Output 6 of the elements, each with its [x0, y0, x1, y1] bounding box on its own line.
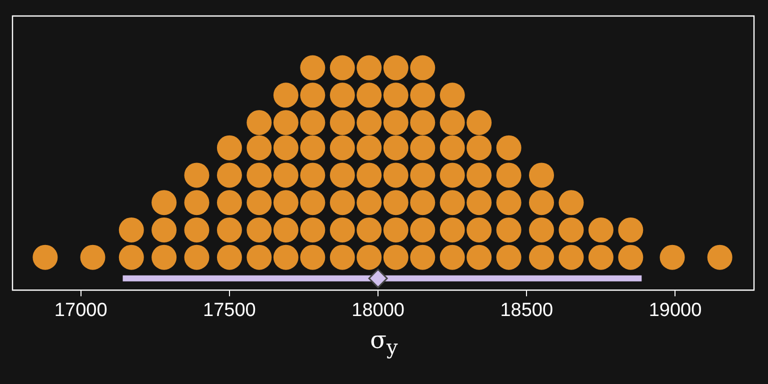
x-tick-label: 18000: [352, 300, 404, 321]
x-axis-title: σ$_{y}$: [369, 326, 399, 359]
x-tick-label: 17000: [54, 300, 108, 321]
x-tick-label: 19000: [648, 300, 702, 321]
x-tick-label: 18500: [500, 300, 554, 321]
x-tick-label: 17500: [203, 300, 256, 321]
